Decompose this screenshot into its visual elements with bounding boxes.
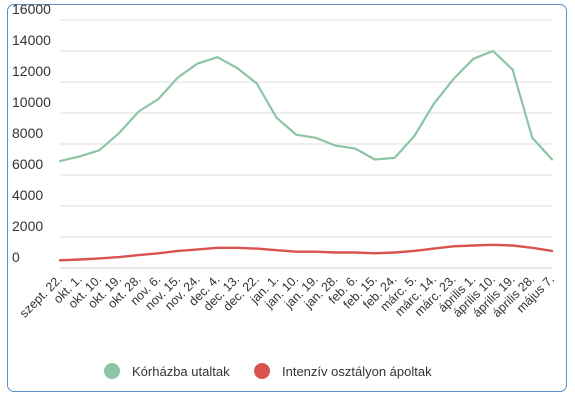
y-tick-label: 12000 xyxy=(12,63,51,79)
series-line-1 xyxy=(58,49,554,163)
y-tick-label: 6000 xyxy=(12,156,43,172)
y-tick-label: 8000 xyxy=(12,125,43,141)
legend-marker-1 xyxy=(104,363,120,379)
y-tick-label: 14000 xyxy=(12,32,51,48)
y-tick-label: 16000 xyxy=(12,1,51,17)
legend-marker-2 xyxy=(254,363,270,379)
chart-frame xyxy=(7,4,567,392)
y-tick-label: 4000 xyxy=(12,187,43,203)
y-tick-label: 0 xyxy=(12,249,20,265)
legend-label-2: Intenzív osztályon ápoltak xyxy=(282,364,432,379)
y-tick-label: 10000 xyxy=(12,94,51,110)
y-tick-label: 2000 xyxy=(12,218,43,234)
legend-label-1: Kórházba utaltak xyxy=(132,364,230,379)
series-line-2 xyxy=(58,243,554,262)
